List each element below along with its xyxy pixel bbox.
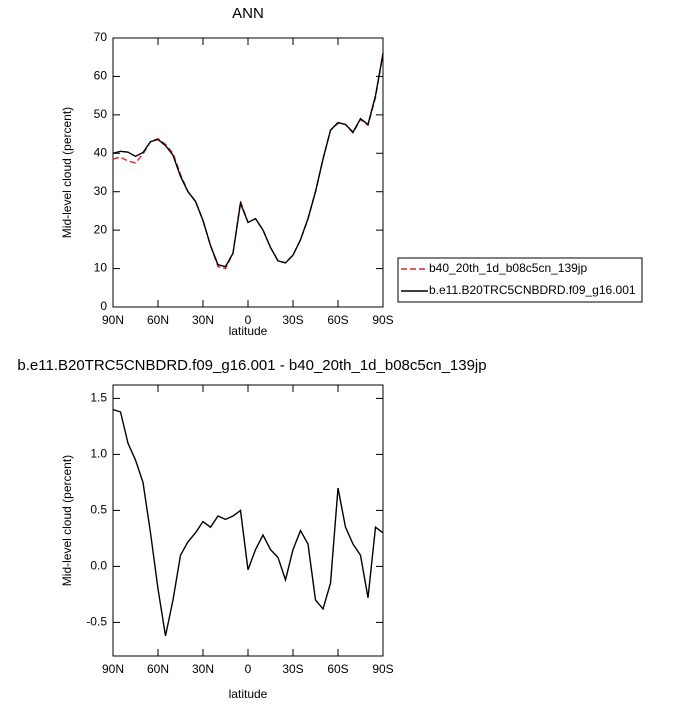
x-tick-label: 60S (327, 662, 348, 676)
x-tick-label: 90N (102, 662, 124, 676)
x-tick-label: 90N (102, 313, 124, 327)
x-tick-label: 60N (147, 313, 169, 327)
y-tick-label: 1.5 (90, 391, 107, 405)
x-axis-label: latitude (229, 687, 268, 701)
y-tick-label: -0.5 (86, 615, 107, 629)
y-tick-label: 70 (94, 30, 108, 44)
x-tick-label: 30S (282, 662, 303, 676)
chart-title: ANN (232, 5, 264, 22)
y-tick-label: 30 (94, 184, 108, 198)
data-line (112, 53, 384, 270)
legend-box (397, 257, 643, 303)
x-tick-label: 90S (372, 662, 393, 676)
x-tick-label: 0 (245, 662, 252, 676)
legend-label: b.e11.B20TRC5CNBDRD.f09_g16.001 (429, 283, 636, 297)
data-line (112, 53, 384, 268)
legend-label: b40_20th_1d_b08c5cn_139jp (429, 261, 587, 275)
y-tick-label: 0.5 (90, 503, 107, 517)
x-tick-label: 60N (147, 662, 169, 676)
y-axis-label: Mid-level cloud (percent) (60, 455, 74, 586)
y-axis-label: Mid-level cloud (percent) (60, 107, 74, 238)
x-tick-label: 60S (327, 313, 348, 327)
plot-frame (112, 37, 384, 308)
chart-title: b.e11.B20TRC5CNBDRD.f09_g16.001 - b40_20… (17, 357, 486, 374)
y-tick-label: 20 (94, 222, 108, 236)
x-tick-label: 30S (282, 313, 303, 327)
x-tick-label: 30N (192, 662, 214, 676)
y-tick-label: 40 (94, 145, 108, 159)
y-tick-label: 10 (94, 261, 108, 275)
y-tick-label: 1.0 (90, 447, 107, 461)
y-tick-label: 0 (100, 299, 107, 313)
y-tick-label: 0.0 (90, 559, 107, 573)
x-tick-label: 0 (245, 313, 252, 327)
x-axis-label: latitude (229, 324, 268, 338)
y-tick-label: 60 (94, 69, 108, 83)
plot-frame (112, 384, 384, 657)
data-line (112, 408, 384, 636)
y-tick-label: 50 (94, 107, 108, 121)
x-tick-label: 30N (192, 313, 214, 327)
x-tick-label: 90S (372, 313, 393, 327)
